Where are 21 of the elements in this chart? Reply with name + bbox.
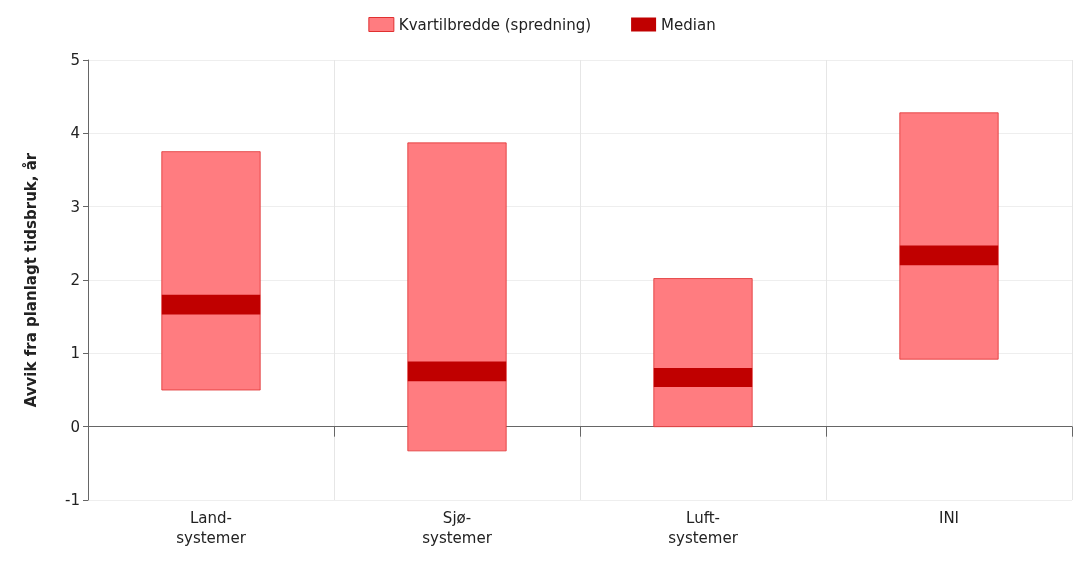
y-tick-label: 3 — [70, 197, 80, 216]
bar — [407, 142, 507, 452]
y-tick-label: 4 — [70, 124, 80, 143]
y-tick-label: 5 — [70, 51, 80, 69]
x-tick-label: Luft- systemer — [668, 509, 739, 547]
x-tick-label: Land- systemer — [176, 509, 247, 547]
bar — [161, 151, 261, 391]
bar — [653, 368, 753, 388]
legend-label: Median — [661, 15, 716, 34]
y-axis-title: Avvik fra planlagt tidsbruk, år — [21, 152, 40, 408]
bar — [407, 361, 507, 382]
y-tick-label: 1 — [70, 344, 80, 363]
bar — [899, 245, 999, 266]
y-tick-label: -1 — [65, 491, 80, 509]
bar — [161, 294, 261, 315]
y-tick-label: 2 — [70, 271, 80, 289]
x-tick-label: INI — [938, 509, 960, 527]
bar — [899, 112, 999, 360]
y-tick-label: 0 — [70, 417, 80, 436]
x-tick-label: Sjø- systemer — [422, 509, 493, 547]
legend-label: Kvartilbredde (spredning) — [398, 15, 592, 34]
